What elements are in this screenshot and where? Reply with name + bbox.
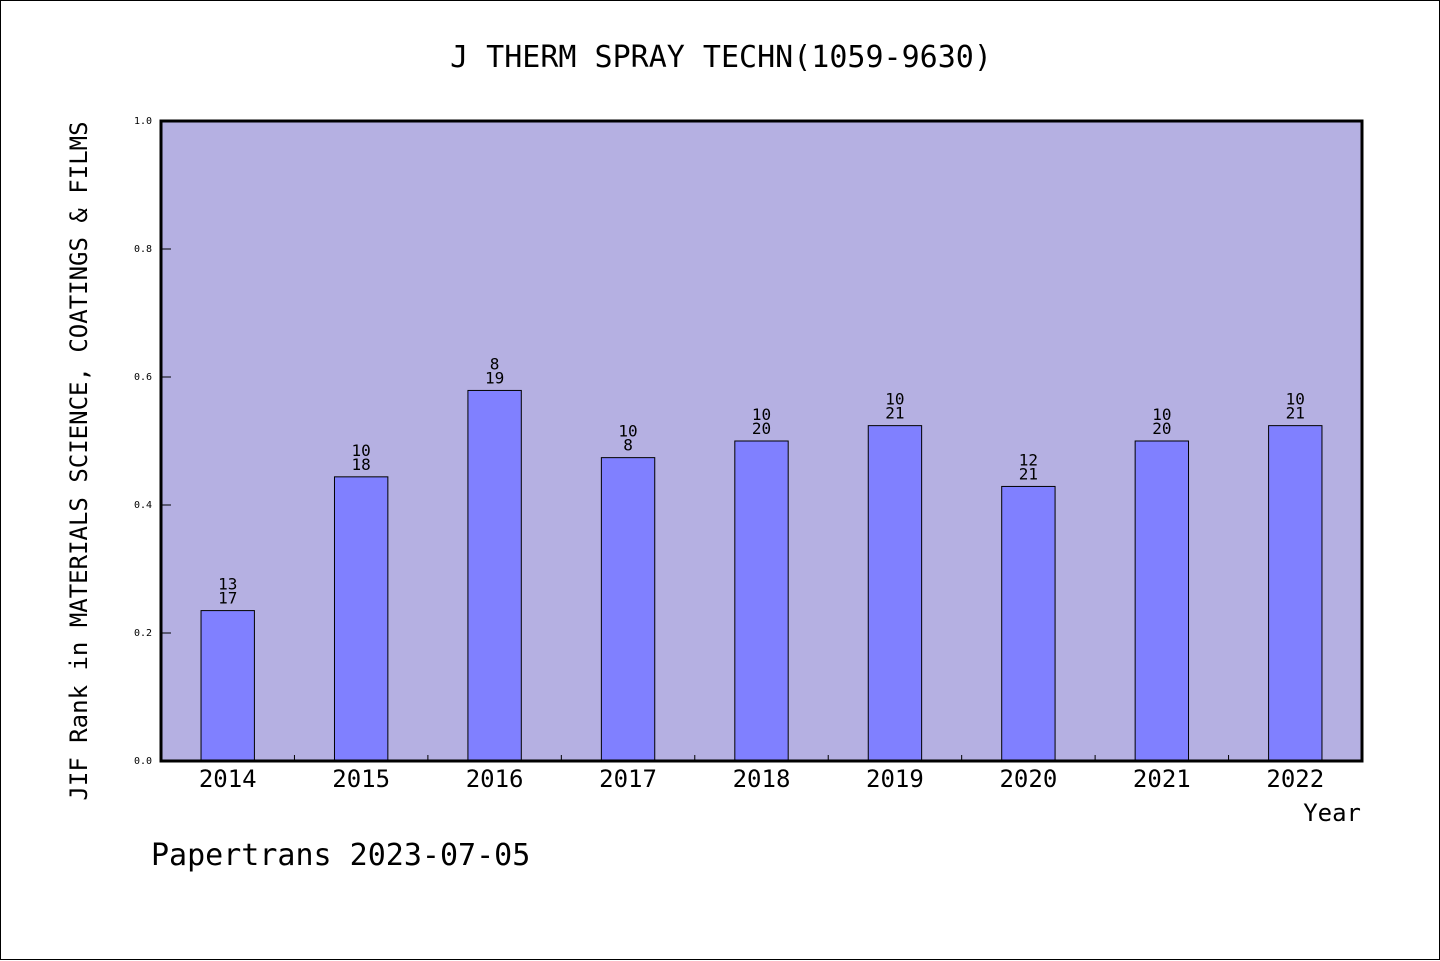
bar-total-2022: 21 — [1286, 404, 1305, 423]
bar-total-2021: 20 — [1152, 419, 1171, 438]
bar-2021 — [1134, 440, 1190, 762]
bar-2020 — [1001, 485, 1056, 762]
bar-rank-2017: 10 — [618, 422, 637, 441]
y-tick-label-5: 1.0 — [134, 116, 152, 127]
chart-title: J THERM SPRAY TECHN(1059-9630) — [450, 40, 992, 75]
x-tick-label-2015: 2015 — [332, 765, 390, 793]
bar-rank-2022: 10 — [1286, 390, 1305, 409]
x-tick-label-2019: 2019 — [866, 765, 924, 793]
bar-rank-2014: 13 — [218, 575, 237, 594]
x-tick-label-2016: 2016 — [466, 765, 524, 793]
x-tick-label-2021: 2021 — [1133, 765, 1191, 793]
bar-rank-2021: 10 — [1152, 405, 1171, 424]
bar-2017 — [600, 457, 656, 762]
bar-2016 — [467, 389, 522, 762]
plot-border — [159, 119, 1364, 763]
x-tick-label-2022: 2022 — [1266, 765, 1324, 793]
bar-total-2014: 17 — [218, 589, 237, 608]
bar-rank-2016: 8 — [490, 354, 500, 373]
bar-total-2016: 19 — [485, 368, 504, 387]
bar-rank-2018: 10 — [752, 405, 771, 424]
x-axis-label: Year — [1303, 799, 1361, 827]
y-tick-label-4: 0.8 — [134, 244, 152, 255]
bar-total-2015: 18 — [352, 455, 371, 474]
x-tick-label-2014: 2014 — [199, 765, 257, 793]
y-tick-label-3: 0.6 — [134, 372, 152, 383]
x-tick-label-2017: 2017 — [599, 765, 657, 793]
y-tick-label-1: 0.2 — [134, 628, 152, 639]
bar-2018 — [734, 440, 789, 762]
y-axis-label: JIF Rank in MATERIALS SCIENCE, COATINGS … — [65, 121, 93, 800]
bar-rank-2015: 10 — [352, 441, 371, 460]
bar-total-2017: 8 — [623, 436, 633, 455]
bar-total-2020: 21 — [1019, 464, 1038, 483]
bar-2022 — [1268, 425, 1323, 762]
y-tick-label-2: 0.4 — [134, 500, 152, 511]
bar-2014 — [200, 610, 255, 762]
x-tick-label-2018: 2018 — [733, 765, 791, 793]
bar-rank-2019: 10 — [885, 390, 904, 409]
x-tick-label-2020: 2020 — [999, 765, 1057, 793]
bar-2019 — [867, 425, 923, 762]
bars-layer — [200, 389, 1323, 762]
bar-rank-2020: 12 — [1019, 450, 1038, 469]
bar-2015 — [333, 476, 389, 762]
bar-total-2019: 21 — [885, 404, 904, 423]
y-tick-label-0: 0.0 — [134, 756, 152, 767]
bar-total-2018: 20 — [752, 419, 771, 438]
footer-text: Papertrans 2023-07-05 — [151, 838, 530, 873]
